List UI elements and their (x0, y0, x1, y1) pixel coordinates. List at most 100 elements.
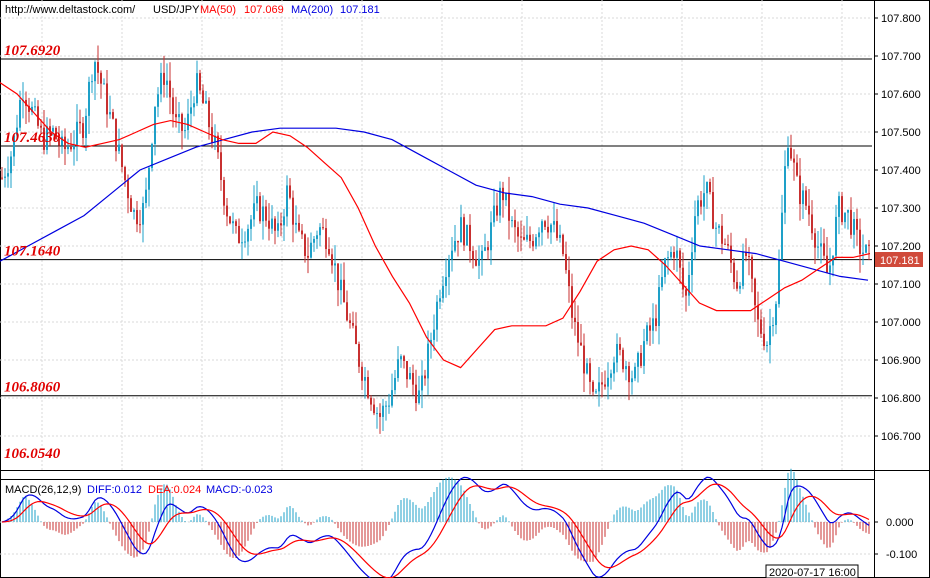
candle-body (613, 362, 615, 374)
candle-body (238, 225, 240, 244)
candle-body (550, 224, 552, 233)
candle-body (136, 210, 138, 225)
price-tag (875, 252, 923, 267)
candle-body (403, 356, 405, 361)
candle-body (700, 200, 702, 207)
candle-body (658, 287, 660, 326)
candle-body (727, 244, 729, 246)
macd-dea-line (1, 483, 870, 578)
candle-body (685, 289, 687, 296)
candle-body (373, 404, 375, 414)
candle-body (526, 234, 528, 240)
candle-body (673, 251, 675, 258)
ma50-line (0, 82, 871, 369)
candle-body (199, 73, 201, 91)
candle-body (364, 377, 366, 381)
candle-body (532, 241, 534, 247)
candle-body (625, 366, 627, 370)
candle-body (337, 263, 339, 291)
candle-body (226, 205, 228, 217)
candle-body (829, 265, 831, 273)
candle-body (835, 216, 837, 256)
candle-body (601, 382, 603, 385)
candle-body (733, 262, 735, 283)
candle-body (274, 218, 276, 231)
candle-body (643, 341, 645, 366)
candle-body (589, 363, 591, 382)
candle-body (1, 177, 3, 179)
header-symbol: USD/JPY (153, 4, 200, 16)
candle-body (295, 222, 297, 225)
candle-body (514, 220, 516, 228)
candle-body (520, 236, 522, 238)
candle-body (208, 100, 210, 128)
candlesticks (1, 45, 870, 434)
candle-body (499, 187, 501, 216)
candle-body (553, 221, 555, 225)
candle-body (154, 106, 156, 144)
candle-body (100, 72, 102, 84)
candle-body (34, 106, 36, 108)
candle-body (556, 221, 558, 238)
candle-body (322, 227, 324, 229)
candle-body (334, 263, 336, 266)
candle-body (409, 373, 411, 380)
candle-body (292, 197, 294, 225)
candle-body (781, 212, 783, 260)
candle-body (268, 220, 270, 229)
price-tick-label: 107.100 (881, 279, 921, 291)
candle-body (253, 203, 255, 220)
candle-body (760, 319, 762, 334)
candle-body (724, 243, 726, 245)
candle-body (325, 228, 327, 250)
candle-body (778, 259, 780, 305)
candle-body (304, 234, 306, 256)
candle-body (868, 244, 870, 246)
candle-body (103, 83, 105, 85)
candle-body (88, 81, 90, 116)
candle-body (355, 325, 357, 344)
candle-body (436, 301, 438, 330)
level-label: 107.4630 (4, 130, 61, 146)
candle-body (91, 81, 93, 83)
candle-body (481, 250, 483, 259)
candle-body (718, 225, 720, 228)
candle-body (508, 192, 510, 221)
candle-body (178, 114, 180, 118)
candle-body (811, 214, 813, 234)
candle-body (844, 212, 846, 223)
candle-body (418, 390, 420, 404)
candle-body (463, 217, 465, 246)
candle-body (424, 375, 426, 379)
candle-body (151, 143, 153, 168)
candle-body (490, 222, 492, 251)
candle-body (808, 205, 810, 215)
candle-body (184, 130, 186, 132)
candle-body (595, 391, 597, 393)
candle-body (115, 118, 117, 152)
candle-body (367, 377, 369, 398)
candle-body (751, 256, 753, 279)
candle-body (391, 390, 393, 406)
candle-body (592, 381, 594, 392)
candle-body (40, 125, 42, 128)
candle-body (19, 99, 21, 128)
price-tick-label: 107.200 (881, 241, 921, 253)
candle-body (394, 377, 396, 391)
candle-body (586, 363, 588, 374)
candle-body (64, 136, 66, 150)
candle-body (661, 277, 663, 288)
candle-body (430, 339, 432, 344)
macd-dea-label: DEA:0.024 (148, 484, 201, 496)
candle-body (457, 240, 459, 243)
header-ma200-value: 107.181 (340, 4, 380, 16)
candle-body (544, 221, 546, 227)
candle-body (118, 144, 120, 152)
header-ma200-label: MA(200) (291, 4, 333, 16)
candle-body (616, 343, 618, 363)
candle-body (511, 220, 513, 222)
candle-body (670, 251, 672, 258)
candle-body (55, 127, 57, 139)
candle-body (445, 277, 447, 286)
